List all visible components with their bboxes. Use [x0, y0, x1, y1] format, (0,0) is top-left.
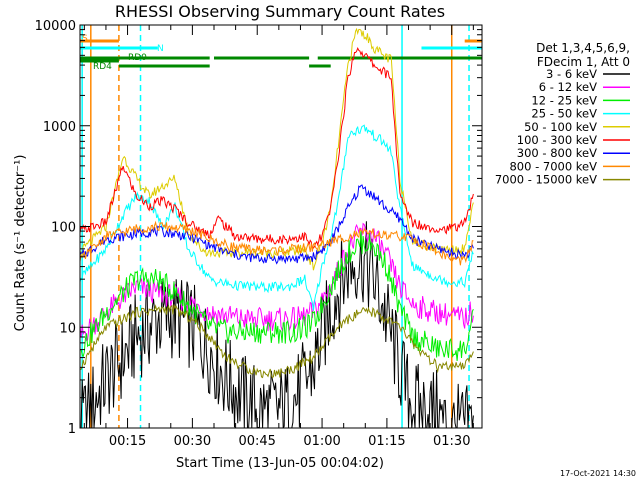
series-line-0	[80, 221, 474, 428]
legend-header-2: FDecim 1, Att 0	[537, 55, 630, 69]
footer-timestamp: 17-Oct-2021 14:30	[560, 469, 636, 478]
legend-label-4: 50 - 100 keV	[524, 120, 597, 134]
plot-area: S N RD0 RD4 1 10 100 1000 10000 00:15 00:30 00:45 01…	[35, 19, 483, 449]
legend-label-7: 800 - 7000 keV	[509, 159, 597, 173]
x-tick-label-4: 01:15	[368, 434, 405, 449]
chart-title: RHESSI Observing Summary Count Rates	[115, 2, 445, 21]
series-line-8	[80, 304, 474, 379]
y-tick-label-0: 1	[68, 422, 76, 437]
legend-label-3: 25 - 50 keV	[531, 107, 597, 121]
y-tick-label-3: 1000	[43, 120, 76, 135]
state-label-rd0: RD0	[128, 53, 147, 63]
y-tick-label-4: 10000	[35, 19, 76, 34]
x-tick-label-2: 00:45	[238, 434, 275, 449]
series-line-3	[80, 124, 474, 311]
x-tick-label-1: 00:30	[174, 434, 211, 449]
x-tick-label-3: 01:00	[303, 434, 340, 449]
series-line-4	[80, 27, 474, 271]
state-label-s: S	[82, 34, 88, 44]
series-group	[80, 27, 474, 428]
legend-label-2: 12 - 25 keV	[531, 93, 597, 107]
legend-label-1: 6 - 12 keV	[539, 80, 597, 94]
y-tick-label-1: 10	[59, 321, 76, 336]
series-line-2	[80, 230, 474, 362]
x-tick-label-0: 00:15	[109, 434, 146, 449]
series-line-1	[80, 222, 474, 342]
x-tick-label-5: 01:30	[433, 434, 470, 449]
series-line-7	[80, 220, 474, 266]
state-label-n: N	[157, 44, 164, 54]
legend-label-5: 100 - 300 keV	[517, 133, 597, 147]
legend-header-1: Det 1,3,4,5,6,9,	[536, 41, 630, 55]
state-label-rd4: RD4	[93, 62, 112, 72]
y-axis-label: Count Rate (s⁻¹ detector⁻¹)	[13, 155, 28, 332]
legend-label-6: 300 - 800 keV	[517, 146, 597, 160]
series-line-5	[80, 46, 474, 251]
legend-label-8: 7000 - 15000 keV	[495, 173, 597, 187]
x-axis-label: Start Time (13-Jun-05 00:04:02)	[176, 456, 384, 471]
legend-label-0: 3 - 6 keV	[546, 67, 597, 81]
y-tick-label-2: 100	[51, 221, 76, 236]
